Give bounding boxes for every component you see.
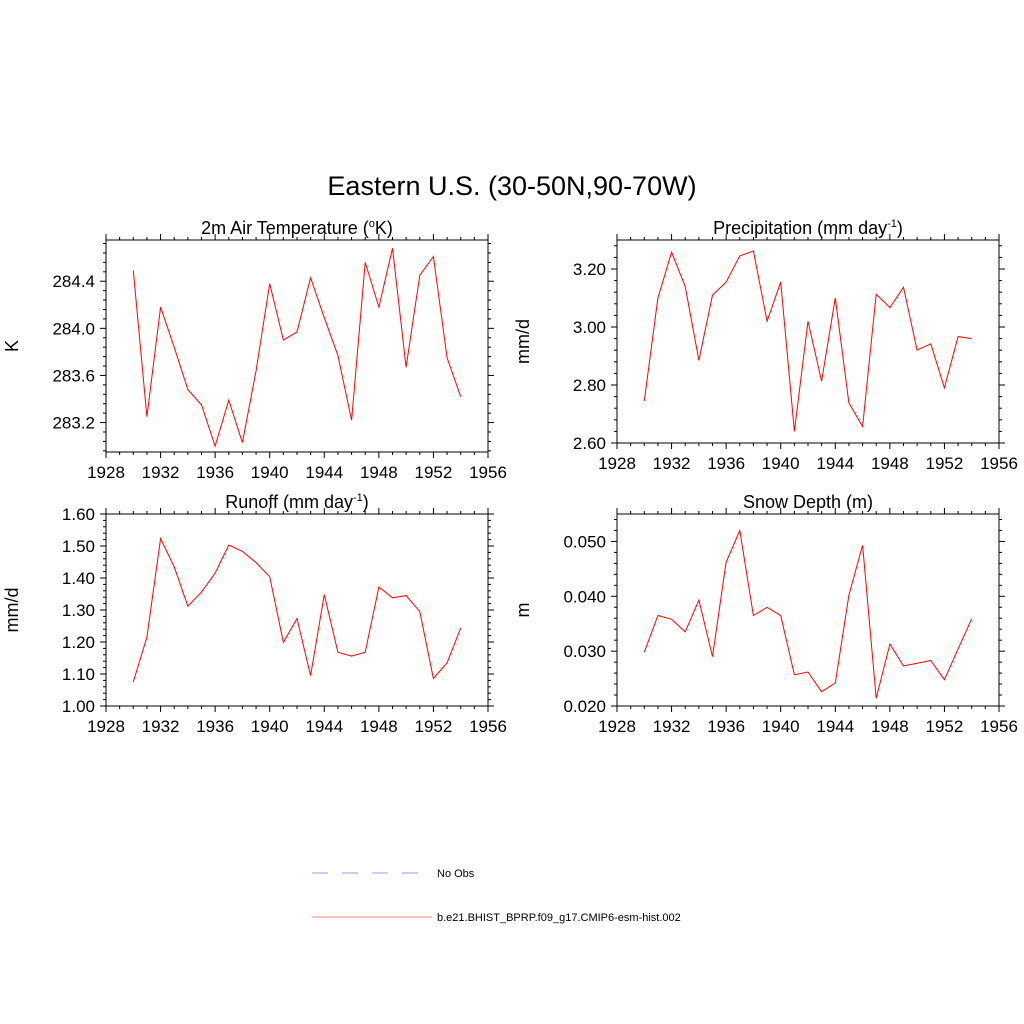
panel-title-tail: K) — [375, 218, 393, 238]
legend-label-model: b.e21.BHIST_BPRP.f09_g17.CMIP6-esm-hist.… — [437, 912, 681, 924]
x-tick-label: 1944 — [816, 454, 854, 473]
x-tick-label: 1956 — [980, 454, 1018, 473]
x-tick-label: 1936 — [707, 717, 745, 736]
panel-title-superscript: o — [369, 218, 375, 230]
panel-title-tail: ) — [363, 492, 369, 512]
x-tick-label: 1940 — [762, 454, 800, 473]
panel-title: Runoff (mm day-1) — [225, 492, 369, 512]
panel-title-text: Precipitation (mm day — [713, 218, 887, 238]
x-tick-label: 1944 — [305, 717, 343, 736]
y-axis-label: mm/d — [513, 319, 533, 364]
x-tick-label: 1948 — [360, 463, 398, 482]
panel-title-superscript: -1 — [353, 492, 363, 504]
y-tick-label: 3.00 — [573, 318, 606, 337]
y-axis-label: K — [2, 340, 22, 352]
x-tick-label: 1928 — [598, 717, 636, 736]
x-tick-label: 1944 — [305, 463, 343, 482]
panel-air-temperature: 2m Air Temperature (oK) 1928 1932 1936 1940 1… — [2, 218, 507, 482]
legend: No Obs b.e21.BHIST_BPRP.f09_g17.CMIP6-es… — [312, 868, 681, 924]
y-tick-label: 0.020 — [563, 697, 606, 716]
panel-title: Precipitation (mm day-1) — [713, 218, 903, 238]
x-tick-label: 1956 — [469, 463, 507, 482]
y-tick-label: 1.30 — [62, 601, 95, 620]
panel-title-text: Snow Depth (m) — [743, 492, 873, 512]
panel-precipitation: Precipitation (mm day-1) 1928 1932 1936 1940… — [513, 218, 1018, 473]
panel-title-tail: ) — [897, 218, 903, 238]
x-tick-label: 1956 — [469, 717, 507, 736]
x-tick-label: 1928 — [87, 717, 125, 736]
y-tick-label: 283.2 — [52, 414, 95, 433]
series-line — [132, 536, 462, 683]
x-tick-label: 1936 — [707, 454, 745, 473]
plot-frame — [616, 513, 1000, 707]
x-tick-label: 1936 — [196, 463, 234, 482]
panel-title-superscript: -1 — [887, 218, 897, 230]
y-tick-label: 1.40 — [62, 569, 95, 588]
x-tick-label: 1932 — [142, 717, 180, 736]
x-tick-label: 1940 — [251, 717, 289, 736]
legend-label-no-obs: No Obs — [437, 868, 475, 880]
y-axis-label: m — [513, 603, 533, 618]
series-line — [132, 248, 462, 448]
x-tick-label: 1948 — [871, 717, 909, 736]
y-tick-label: 0.040 — [563, 587, 606, 606]
x-tick-label: 1944 — [816, 717, 854, 736]
x-tick-label: 1928 — [87, 463, 125, 482]
y-tick-label: 0.050 — [563, 532, 606, 551]
y-tick-label: 1.00 — [62, 697, 95, 716]
panel-title: Snow Depth (m) — [743, 492, 873, 512]
y-tick-label: 1.10 — [62, 665, 95, 684]
y-tick-label: 1.50 — [62, 537, 95, 556]
panel-snow-depth: Snow Depth (m) 1928 1932 1936 1940 1944 1948 19… — [513, 492, 1018, 736]
x-tick-label: 1948 — [360, 717, 398, 736]
panel-title-text: Runoff (mm day — [225, 492, 353, 512]
x-tick-label: 1940 — [762, 717, 800, 736]
x-tick-label: 1948 — [871, 454, 909, 473]
y-tick-label: 2.60 — [573, 434, 606, 453]
plot-frame — [105, 513, 489, 707]
x-tick-label: 1952 — [926, 717, 964, 736]
x-tick-label: 1952 — [415, 463, 453, 482]
y-tick-label: 1.20 — [62, 633, 95, 652]
x-tick-label: 1940 — [251, 463, 289, 482]
y-tick-label: 2.80 — [573, 376, 606, 395]
y-tick-label: 0.030 — [563, 642, 606, 661]
plot-frame — [616, 239, 1000, 444]
x-tick-label: 1956 — [980, 717, 1018, 736]
y-tick-label: 1.60 — [62, 505, 95, 524]
series-line — [643, 250, 972, 432]
y-axis-label: mm/d — [2, 588, 22, 633]
y-tick-label: 283.6 — [52, 366, 95, 385]
plot-frame — [105, 239, 489, 453]
x-tick-label: 1932 — [653, 717, 691, 736]
panel-title-text: 2m Air Temperature ( — [201, 218, 369, 238]
x-tick-label: 1932 — [142, 463, 180, 482]
series-line — [643, 528, 973, 699]
y-tick-label: 3.20 — [573, 260, 606, 279]
x-tick-label: 1928 — [598, 454, 636, 473]
x-tick-label: 1952 — [415, 717, 453, 736]
x-tick-label: 1932 — [653, 454, 691, 473]
x-tick-label: 1952 — [926, 454, 964, 473]
figure-title: Eastern U.S. (30-50N,90-70W) — [327, 171, 696, 201]
x-tick-label: 1936 — [196, 717, 234, 736]
panel-title: 2m Air Temperature (oK) — [201, 218, 393, 238]
panel-runoff: Runoff (mm day-1) 1928 1932 1936 1940 1944 194… — [2, 492, 507, 736]
y-tick-label: 284.4 — [52, 272, 95, 291]
y-tick-label: 284.0 — [52, 319, 95, 338]
